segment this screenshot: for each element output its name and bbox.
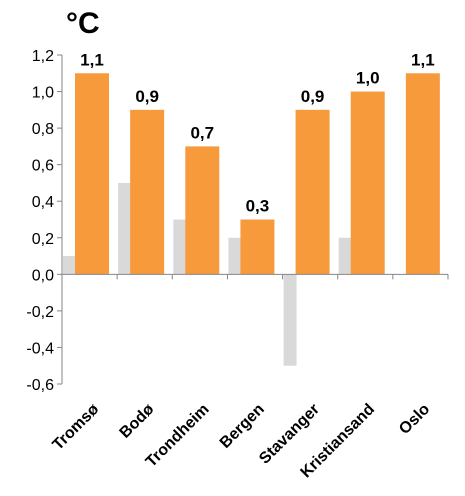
x-category-label: Tromsø [50,401,103,454]
data-labels: 1,1 0,9 0,7 0,3 0,9 1,0 1,1 [80,50,434,215]
y-tick-label: 0,0 [32,267,54,284]
grey-bar [118,182,132,275]
orange-bar [405,73,440,275]
y-tick-label: 0,6 [32,158,54,175]
y-tick-label: 0,4 [32,194,54,211]
data-label: 0,7 [190,123,214,142]
x-category-label: Bergen [217,401,268,452]
orange-bar [75,73,109,275]
orange-series-bars [75,73,440,275]
y-tick-label: 0,8 [32,121,54,138]
y-tick-label: 1,0 [32,85,54,102]
orange-bar [240,219,275,275]
grey-bar [63,256,76,275]
y-axis: -0,6 -0,4 -0,2 0,0 0,2 0,4 0,6 0,8 1,0 1,2 [26,48,63,394]
grey-bar [338,237,352,275]
grey-bar [173,219,187,275]
y-tick-label: -0,6 [26,377,54,394]
grey-bar [228,237,242,275]
orange-bar [185,146,220,275]
unit-label: °C [66,7,100,40]
orange-bar [350,91,385,275]
y-tick-label: -0,4 [26,340,54,357]
data-label: 0,9 [301,87,325,106]
orange-bar [295,109,330,275]
y-tick-label: 0,2 [32,231,54,248]
data-label: 1,1 [80,50,104,69]
y-tick-label: -0,2 [26,304,54,321]
y-tick-label: 1,2 [32,48,54,65]
grey-bar [283,274,297,366]
data-label: 1,0 [356,69,380,88]
data-label: 1,1 [411,50,435,69]
x-category-label: Oslo [396,401,433,438]
x-category-label: Bodø [117,401,158,442]
data-label: 0,9 [135,87,159,106]
grey-series-bars [63,182,352,366]
data-label: 0,3 [246,197,270,216]
orange-bar [130,109,165,275]
